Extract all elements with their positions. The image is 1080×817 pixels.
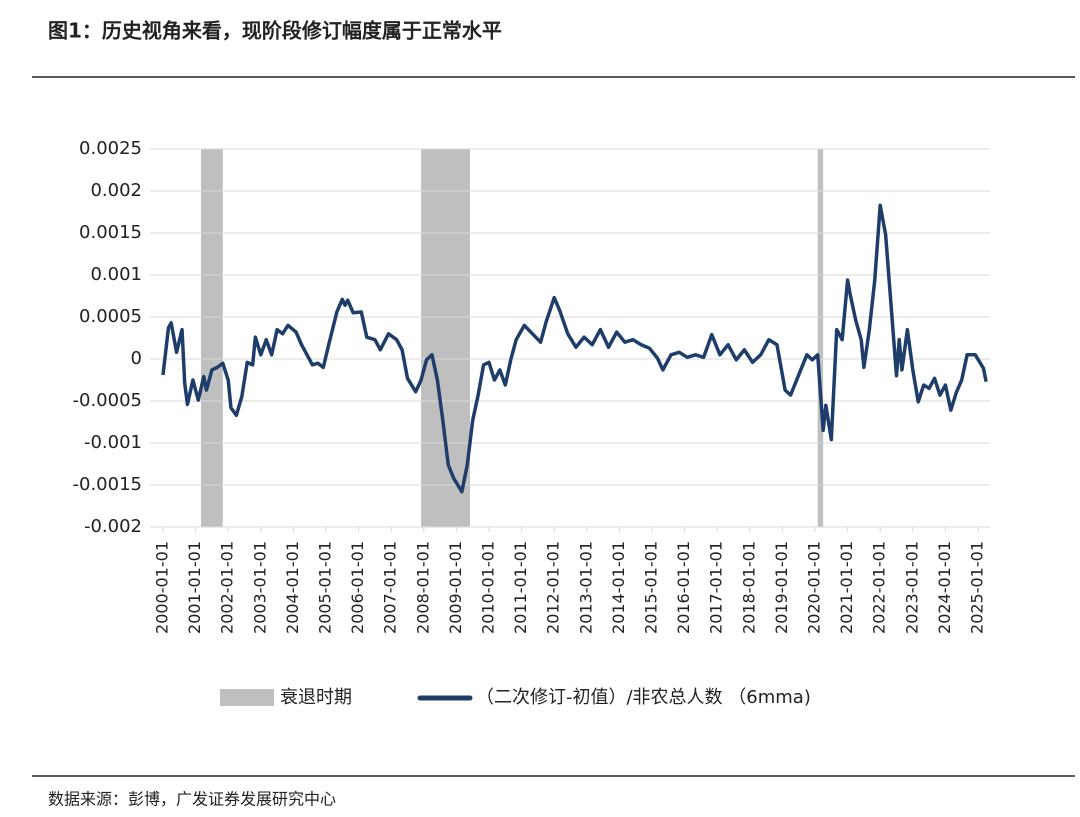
- x-tick-label: 2000-01-01: [153, 541, 172, 634]
- y-tick-label: 0.0015: [79, 222, 142, 243]
- x-tick-label: 2013-01-01: [576, 541, 595, 634]
- x-tick-label: 2016-01-01: [674, 541, 693, 634]
- x-tick-label: 2020-01-01: [805, 541, 824, 634]
- recession-band: [201, 149, 223, 527]
- x-tick-label: 2015-01-01: [642, 541, 661, 634]
- y-tick-label: 0: [131, 348, 142, 369]
- x-tick-label: 2004-01-01: [283, 541, 302, 634]
- x-tick-label: 2001-01-01: [185, 541, 204, 634]
- x-tick-label: 2017-01-01: [707, 541, 726, 634]
- x-tick-label: 2025-01-01: [968, 541, 987, 634]
- x-tick-label: 2011-01-01: [511, 541, 530, 634]
- recession-band: [817, 149, 824, 527]
- legend-label: （二次修订-初值）/非农总人数 （6mma): [476, 687, 811, 708]
- y-tick-label: 0.001: [90, 264, 142, 285]
- x-tick-label: 2008-01-01: [413, 541, 432, 634]
- x-tick-label: 2014-01-01: [609, 541, 628, 634]
- x-tick-label: 2022-01-01: [870, 541, 889, 634]
- y-tick-label: 0.002: [90, 180, 142, 201]
- y-tick-label: 0.0025: [79, 138, 142, 159]
- x-tick-label: 2006-01-01: [348, 541, 367, 634]
- x-tick-label: 2003-01-01: [250, 541, 269, 634]
- x-tick-label: 2005-01-01: [316, 541, 335, 634]
- x-tick-label: 2007-01-01: [381, 541, 400, 634]
- x-tick-label: 2002-01-01: [218, 541, 237, 634]
- x-tick-label: 2010-01-01: [479, 541, 498, 634]
- y-tick-label: -0.0005: [73, 390, 142, 411]
- chart-title: 图1：历史视角来看，现阶段修订幅度属于正常水平: [48, 19, 502, 43]
- x-tick-label: 2019-01-01: [772, 541, 791, 634]
- x-tick-label: 2009-01-01: [446, 541, 465, 634]
- recession-band: [421, 149, 470, 527]
- x-tick-label: 2023-01-01: [902, 541, 921, 634]
- legend-label: 衰退时期: [280, 687, 352, 708]
- x-tick-label: 2012-01-01: [544, 541, 563, 634]
- y-tick-label: -0.002: [84, 516, 142, 537]
- data-line: [161, 203, 988, 494]
- y-tick-label: 0.0005: [79, 306, 142, 327]
- x-tick-label: 2018-01-01: [739, 541, 758, 634]
- source: 数据来源：彭博，广发证券发展研究中心: [48, 790, 336, 809]
- x-tick-label: 2021-01-01: [837, 541, 856, 634]
- y-tick-label: -0.0015: [73, 474, 142, 495]
- y-tick-label: -0.001: [84, 432, 142, 453]
- legend-swatch: [220, 689, 274, 706]
- x-tick-label: 2024-01-01: [935, 541, 954, 634]
